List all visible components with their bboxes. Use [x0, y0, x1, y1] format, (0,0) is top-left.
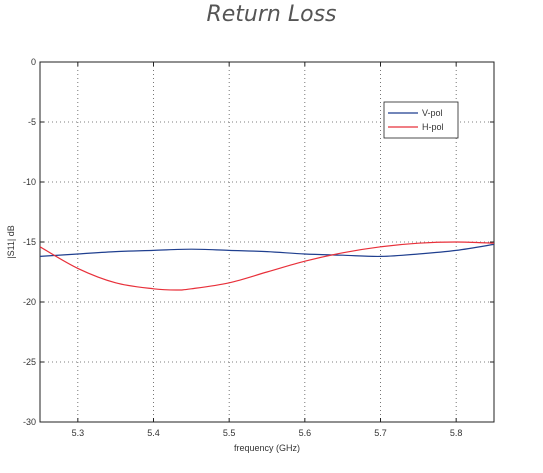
legend-box: [383, 101, 459, 139]
series-group: [39, 241, 495, 291]
y-tick-label: -15: [23, 237, 36, 247]
x-tick-label: 5.7: [374, 428, 387, 438]
ticks: 5.3 5.4 5.5 5.6 5.7 5.8 0 -5 -10 -15 -20 -25 -30: [23, 57, 494, 438]
x-tick-label: 5.5: [223, 428, 236, 438]
x-tick-label: 5.3: [72, 428, 85, 438]
y-tick-label: -25: [23, 357, 36, 367]
legend: V-pol H-pol: [383, 101, 459, 139]
chart-title: Return Loss: [206, 2, 337, 27]
legend-label: V-pol: [422, 108, 443, 118]
y-axis-label: |S11| dB: [6, 225, 16, 259]
x-tick-label: 5.8: [450, 428, 463, 438]
series-line-v-pol: [39, 243, 495, 258]
series-line-h-pol: [39, 241, 495, 291]
legend-label: H-pol: [422, 122, 444, 132]
y-tick-label: -10: [23, 177, 36, 187]
y-tick-label: -30: [23, 417, 36, 427]
y-tick-label: 0: [31, 57, 36, 67]
y-tick-label: -5: [28, 117, 36, 127]
x-tick-label: 5.6: [299, 428, 312, 438]
y-tick-label: -20: [23, 297, 36, 307]
x-tick-label: 5.4: [147, 428, 160, 438]
x-axis-label: frequency (GHz): [234, 443, 300, 453]
